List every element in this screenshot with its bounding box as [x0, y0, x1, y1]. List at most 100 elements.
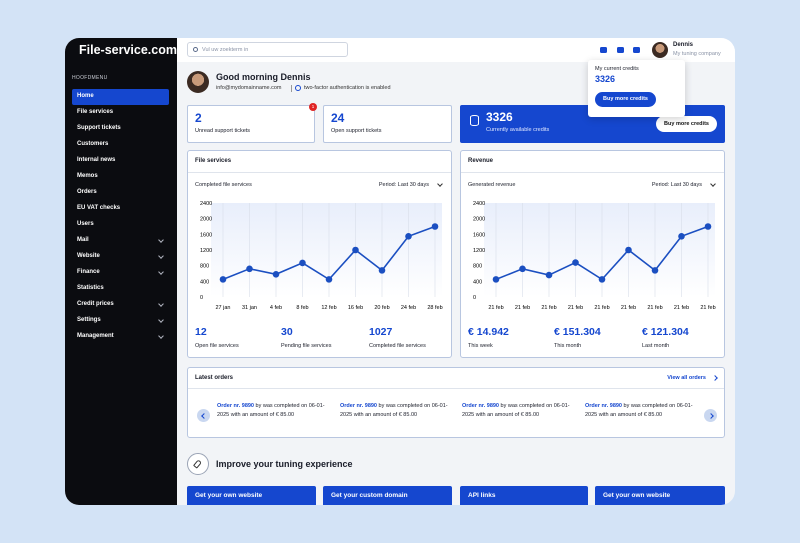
menu-item-label: Settings — [77, 317, 101, 323]
order-link[interactable]: Order nr. 9890 — [585, 403, 622, 409]
x-tick-label: 28 feb — [427, 305, 442, 311]
credits-popup: My current credits 3326 Buy more credits — [588, 60, 685, 117]
menu-item[interactable]: Internal news — [72, 153, 169, 169]
menu-item[interactable]: Memos — [72, 169, 169, 185]
x-tick-label: 21 feb — [700, 305, 715, 311]
plot-background — [211, 203, 442, 297]
order-text: by was completed on 06-01-2025 with an a… — [462, 403, 570, 418]
carousel-arrow[interactable] — [704, 409, 717, 422]
x-tick-label: 8 feb — [296, 305, 308, 311]
order-item: Order nr. 9890 by was completed on 06-01… — [217, 402, 329, 420]
panel-title: Latest orders — [195, 375, 234, 381]
view-all-link[interactable]: View all orders — [667, 375, 706, 381]
order-item: Order nr. 9890 by was completed on 06-01… — [340, 402, 452, 420]
promo-card-title: API links — [468, 492, 496, 499]
menu-item-label: Finance — [77, 269, 100, 275]
menu-item[interactable]: Users — [72, 217, 169, 233]
separator — [188, 388, 724, 389]
promo-card[interactable]: Get your custom domain — [323, 486, 452, 505]
promo-card-title: Get your own website — [195, 492, 263, 499]
header-icon[interactable] — [633, 47, 640, 53]
x-tick-label: 21 feb — [568, 305, 583, 311]
data-point — [625, 246, 632, 254]
y-tick-label: 2400 — [200, 201, 212, 207]
data-point — [246, 265, 253, 273]
data-point — [519, 265, 526, 273]
panel-title: Revenue — [468, 158, 494, 164]
menu-item[interactable]: Home — [72, 89, 169, 105]
line-chart: 0 400 800 1200 1600 2000 2400 21 feb 21 feb 21 fe… — [473, 201, 716, 311]
menu-item[interactable]: File services — [72, 105, 169, 121]
y-tick-label: 2400 — [473, 201, 485, 207]
menu-item[interactable]: Website — [72, 249, 169, 265]
data-point — [352, 246, 359, 254]
x-tick-label: 21 feb — [674, 305, 689, 311]
rocket-icon — [187, 453, 209, 475]
y-tick-label: 1600 — [200, 232, 212, 238]
chevron-icon — [158, 236, 164, 243]
chart-panel: Revenue Generated revenue Period: Last 30 … — [460, 150, 725, 358]
promo-card[interactable]: API links — [460, 486, 588, 505]
data-point — [272, 270, 280, 278]
stat-value: 2 — [195, 111, 202, 125]
menu-item[interactable]: Settings — [72, 313, 169, 329]
chevron-icon — [158, 332, 164, 339]
menu-item[interactable]: Support tickets — [72, 121, 169, 137]
x-tick-label: 4 feb — [270, 305, 282, 311]
buy-credits-button[interactable]: Buy more credits — [656, 116, 717, 132]
promo-card[interactable]: Get your own website — [187, 486, 316, 505]
menu-item[interactable]: Credit prices — [72, 297, 169, 313]
y-tick-label: 2000 — [200, 217, 212, 223]
menu-item-label: EU VAT checks — [77, 205, 121, 211]
header-icon[interactable] — [600, 47, 607, 53]
menu-item[interactable]: Management — [72, 329, 169, 345]
order-link[interactable]: Order nr. 9890 — [217, 403, 254, 409]
logo: File-service.com — [79, 43, 177, 57]
popup-buy-button[interactable]: Buy more credits — [595, 92, 656, 107]
y-tick-label: 400 — [200, 279, 209, 285]
menu-item-label: Customers — [77, 141, 109, 147]
data-point — [704, 223, 712, 230]
search-placeholder: Vul uw zoekterm in — [202, 46, 249, 53]
menu-item-label: Support tickets — [77, 125, 121, 131]
stat-card: 2 Unread support tickets 1 — [187, 103, 317, 143]
security-status: two-factor authentication is enabled — [304, 85, 391, 91]
stat-value: 24 — [331, 111, 345, 125]
x-tick-label: 16 feb — [348, 305, 363, 311]
promo-card-title: Get your custom domain — [331, 492, 408, 499]
promo-card[interactable]: Get your own website — [595, 486, 725, 505]
header-icon[interactable] — [617, 47, 624, 53]
menu-item[interactable]: EU VAT checks — [72, 201, 169, 217]
order-item: Order nr. 9890 by was completed on 06-01… — [585, 402, 697, 420]
summary-value: 1027 — [369, 326, 393, 338]
chevron-icon — [158, 252, 164, 259]
y-tick-label: 0 — [200, 295, 203, 301]
stat-label: Unread support tickets — [195, 128, 251, 134]
menu-item-label: Orders — [77, 189, 97, 195]
user-name: Dennis — [673, 42, 694, 48]
summary-value: 30 — [281, 326, 293, 338]
popup-credits: 3326 — [595, 74, 616, 84]
menu-item[interactable]: Orders — [72, 185, 169, 201]
period-select[interactable]: Period: Last 30 days — [378, 182, 429, 188]
order-link[interactable]: Order nr. 9890 — [462, 403, 499, 409]
period-select[interactable]: Period: Last 30 days — [651, 182, 702, 188]
menu-item[interactable]: Mail — [72, 233, 169, 249]
y-tick-label: 1200 — [200, 248, 212, 254]
menu-item-label: Statistics — [77, 285, 104, 291]
menu-item[interactable]: Customers — [72, 137, 169, 153]
data-point — [299, 259, 306, 267]
menu-item[interactable]: Finance — [72, 265, 169, 281]
menu-item[interactable]: Statistics — [72, 281, 169, 297]
x-tick-label: 20 feb — [374, 305, 389, 311]
user-avatar[interactable] — [652, 42, 668, 58]
data-point — [572, 259, 579, 266]
order-link[interactable]: Order nr. 9890 — [340, 403, 377, 409]
data-point — [431, 223, 439, 230]
carousel-arrow[interactable] — [197, 409, 210, 422]
check-icon — [295, 85, 301, 91]
search-box[interactable]: Vul uw zoekterm in — [187, 42, 348, 57]
x-tick-label: 24 feb — [401, 305, 416, 311]
summary-label: Pending file services — [281, 343, 332, 349]
data-point — [492, 276, 500, 283]
